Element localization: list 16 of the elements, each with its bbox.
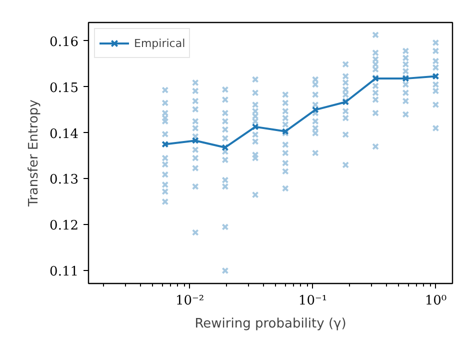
point — [312, 106, 319, 114]
y-tick-label: 0.12 — [50, 218, 79, 234]
point — [252, 123, 259, 130]
y-tick-label: 0.16 — [50, 34, 79, 50]
legend-label: Empirical — [134, 36, 186, 50]
x-tick-label: 10⁰ — [424, 294, 447, 308]
y-tick-label: 0.11 — [50, 264, 79, 280]
y-tick-label: 0.13 — [50, 172, 79, 188]
point — [222, 144, 229, 151]
y-axis-title: Transfer Entropy — [26, 99, 42, 208]
y-tick-label: 0.14 — [50, 126, 79, 142]
x-tick-label: 10⁻¹ — [298, 294, 328, 308]
x-axis-title: Rewiring probability (γ) — [194, 316, 346, 332]
point — [192, 137, 199, 144]
y-tick-label: 0.15 — [50, 80, 79, 96]
x-tick-label: 10⁻² — [175, 294, 204, 308]
